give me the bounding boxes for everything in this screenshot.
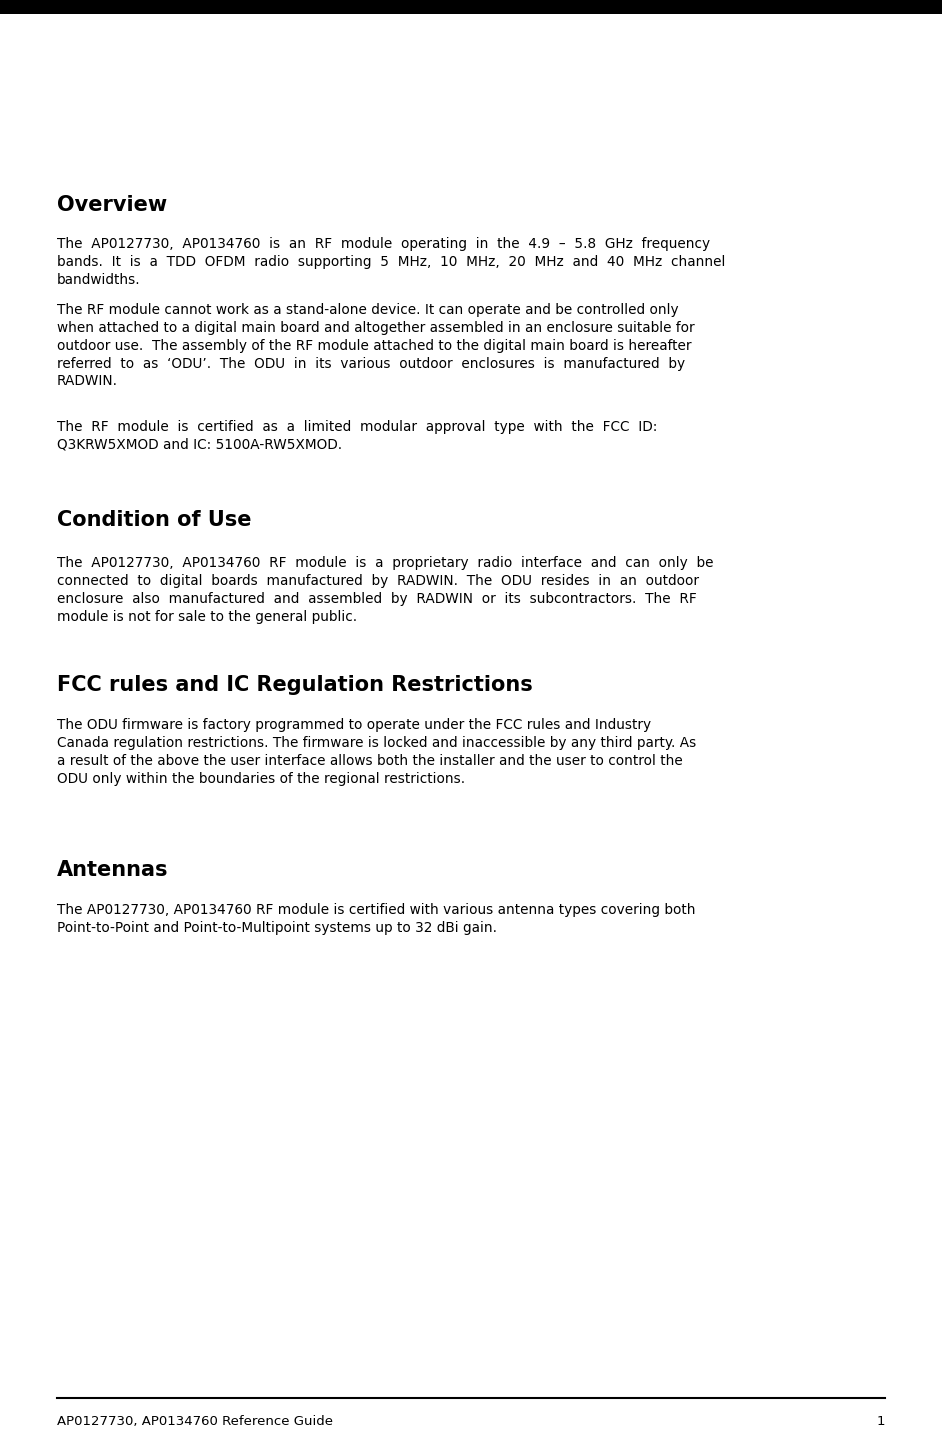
Text: Condition of Use: Condition of Use bbox=[57, 510, 252, 531]
Text: The  AP0127730,  AP0134760  is  an  RF  module  operating  in  the  4.9  –  5.8 : The AP0127730, AP0134760 is an RF module… bbox=[57, 237, 725, 286]
Text: The ODU firmware is factory programmed to operate under the FCC rules and Indust: The ODU firmware is factory programmed t… bbox=[57, 718, 696, 785]
Text: 1: 1 bbox=[876, 1415, 885, 1428]
Text: The AP0127730, AP0134760 RF module is certified with various antenna types cover: The AP0127730, AP0134760 RF module is ce… bbox=[57, 903, 695, 935]
Text: Antennas: Antennas bbox=[57, 859, 169, 880]
Text: The RF module cannot work as a stand-alone device. It can operate and be control: The RF module cannot work as a stand-alo… bbox=[57, 302, 694, 388]
Bar bbox=[0, 0, 942, 15]
Text: FCC rules and IC Regulation Restrictions: FCC rules and IC Regulation Restrictions bbox=[57, 675, 533, 695]
Text: AP0127730, AP0134760 Reference Guide: AP0127730, AP0134760 Reference Guide bbox=[57, 1415, 333, 1428]
Text: Overview: Overview bbox=[57, 195, 167, 215]
Text: The  RF  module  is  certified  as  a  limited  modular  approval  type  with  t: The RF module is certified as a limited … bbox=[57, 420, 658, 452]
Text: The  AP0127730,  AP0134760  RF  module  is  a  proprietary  radio  interface  an: The AP0127730, AP0134760 RF module is a … bbox=[57, 555, 713, 624]
